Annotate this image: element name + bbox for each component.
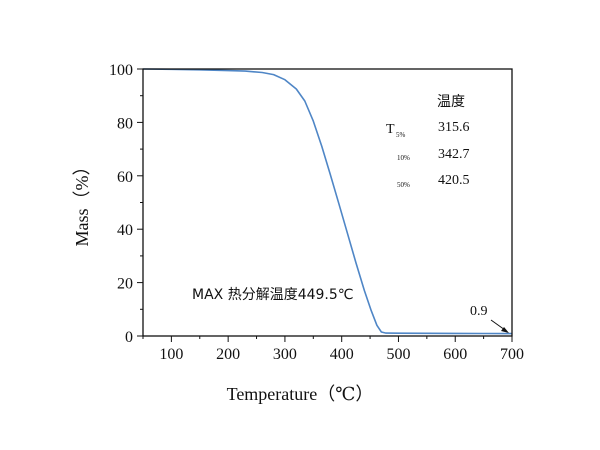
y-tick-label: 20 — [117, 276, 133, 293]
y-tick-label: 60 — [117, 169, 133, 186]
x-tick-label: 600 — [443, 346, 467, 363]
table-header: 温度 — [437, 94, 465, 110]
table-row-sub-5: 5% — [396, 131, 406, 139]
table-row-value-10: 342.7 — [438, 147, 470, 162]
table-row-value-5: 315.6 — [438, 120, 470, 135]
y-tick-label: 100 — [109, 62, 133, 79]
table-row-sub-10: 10% — [397, 154, 410, 162]
plot-frame — [142, 68, 513, 337]
x-tick-label: 200 — [216, 346, 240, 363]
y-tick-label: 0 — [125, 329, 133, 346]
table-row-label-t: T — [386, 122, 395, 137]
end-value-arrowhead — [501, 327, 509, 333]
end-value-arrow — [490, 319, 506, 331]
end-value-label: 0.9 — [470, 304, 488, 319]
ticks-layer: 100 200 300 400 500 600 700 0 20 40 60 80 100 — [109, 62, 524, 363]
series-line-mass — [142, 68, 513, 335]
x-tick-label: 400 — [330, 346, 354, 363]
x-tick-label: 100 — [159, 346, 183, 363]
table-row-value-50: 420.5 — [438, 173, 470, 188]
x-tick-label: 700 — [500, 346, 524, 363]
y-tick-label: 80 — [117, 115, 133, 132]
max-decomposition-label: MAX 热分解温度449.5℃ — [192, 287, 354, 303]
x-tick-label: 300 — [273, 346, 297, 363]
table-row-sub-50: 50% — [397, 181, 410, 189]
y-tick-label: 40 — [117, 222, 133, 239]
y-axis-title: Mass（%） — [72, 158, 92, 247]
x-axis-title: Temperature（℃） — [227, 384, 374, 404]
x-tick-label: 500 — [386, 346, 410, 363]
